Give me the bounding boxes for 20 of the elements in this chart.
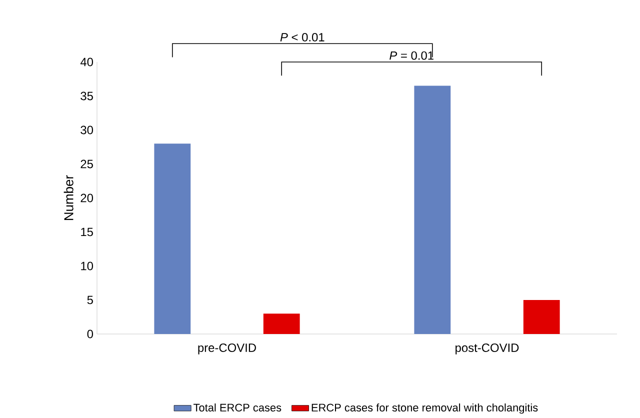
x-tick-label: post-COVID (456, 344, 519, 354)
y-tick-label: 10 (81, 262, 94, 270)
y-tick-label: 20 (80, 194, 94, 202)
y-axis-title: Number (64, 175, 74, 220)
bar (414, 86, 451, 334)
y-tick-label: 15 (81, 228, 93, 236)
x-tick-label: pre-COVID (198, 344, 256, 354)
y-tick-label: 30 (80, 126, 94, 134)
bar (263, 314, 300, 334)
bar (154, 144, 191, 334)
text: P = 0.01 (390, 51, 434, 60)
bar (523, 300, 560, 334)
y-tick-label: 35 (80, 92, 93, 100)
text: P < 0.01 (280, 32, 324, 42)
y-tick-label: 0 (87, 330, 94, 338)
legend-label: ERCP cases for stone removal with cholangitis (312, 403, 538, 414)
y-tick-label: 25 (80, 160, 93, 168)
y-tick-label: 40 (80, 58, 94, 66)
y-tick-label: 5 (87, 296, 93, 304)
legend-label: Total ERCP cases (194, 403, 282, 412)
